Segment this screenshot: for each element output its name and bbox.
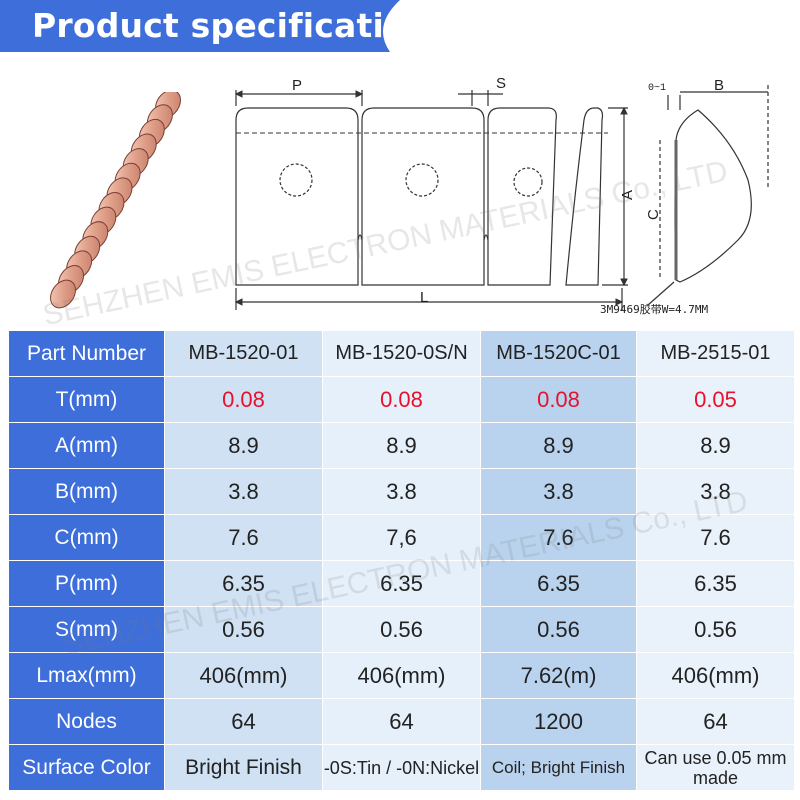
title-banner bbox=[0, 0, 400, 52]
table-row: Surface Color Bright Finish -0S:Tin / -0N:… bbox=[8, 744, 795, 791]
row-header: P(mm) bbox=[8, 560, 165, 607]
table-cell: 7,6 bbox=[322, 514, 481, 561]
table-cell: 0.05 bbox=[636, 376, 795, 423]
table-cell: MB-1520-0S/N bbox=[322, 330, 481, 377]
table-cell: 7.62(m) bbox=[480, 652, 637, 699]
table-cell: 64 bbox=[164, 698, 323, 745]
table-cell: Bright Finish bbox=[164, 744, 323, 791]
row-header: A(mm) bbox=[8, 422, 165, 469]
table-cell: 0.08 bbox=[322, 376, 481, 423]
table-row: Nodes 64 64 1200 64 bbox=[8, 698, 795, 745]
row-header: C(mm) bbox=[8, 514, 165, 561]
table-cell: 3.8 bbox=[322, 468, 481, 515]
dim-label-0-1: 0~1 bbox=[648, 83, 666, 94]
table-cell: 0.08 bbox=[164, 376, 323, 423]
table-cell: 0.56 bbox=[322, 606, 481, 653]
coil-segment bbox=[50, 279, 76, 309]
gasket-segment-4 bbox=[565, 107, 604, 286]
table-row: T(mm) 0.08 0.08 0.08 0.05 bbox=[8, 376, 795, 423]
table-cell: 1200 bbox=[480, 698, 637, 745]
table-row: Lmax(mm) 406(mm) 406(mm) 7.62(m) 406(mm) bbox=[8, 652, 795, 699]
table-cell: 8.9 bbox=[164, 422, 323, 469]
table-cell: 64 bbox=[322, 698, 481, 745]
table-cell: 0.56 bbox=[164, 606, 323, 653]
dim-label-l: L bbox=[420, 289, 428, 306]
row-header: Nodes bbox=[8, 698, 165, 745]
table-cell: 0.56 bbox=[636, 606, 795, 653]
table-row: P(mm) 6.35 6.35 6.35 6.35 bbox=[8, 560, 795, 607]
table-row: B(mm) 3.8 3.8 3.8 3.8 bbox=[8, 468, 795, 515]
table-cell: 406(mm) bbox=[322, 652, 481, 699]
row-header: Part Number bbox=[8, 330, 165, 377]
gasket-segment-2 bbox=[361, 107, 485, 286]
table-cell: 8.9 bbox=[636, 422, 795, 469]
table-cell: MB-2515-01 bbox=[636, 330, 795, 377]
page-title: Product specifications bbox=[32, 6, 451, 45]
table-cell: MB-1520-01 bbox=[164, 330, 323, 377]
technical-drawing: P S A L 0~1 B C 3M9469胶带W=4.7MM bbox=[234, 75, 769, 316]
dim-label-b: B bbox=[714, 77, 724, 94]
table-cell: MB-1520C-01 bbox=[480, 330, 637, 377]
table-row: C(mm) 7.6 7,6 7.6 7.6 bbox=[8, 514, 795, 561]
table-row: A(mm) 8.9 8.9 8.9 8.9 bbox=[8, 422, 795, 469]
product-image bbox=[50, 92, 181, 309]
gasket-profile bbox=[674, 109, 752, 283]
gasket-segment-3 bbox=[487, 107, 557, 286]
row-header: Lmax(mm) bbox=[8, 652, 165, 699]
dim-label-p: P bbox=[292, 77, 302, 94]
table-cell: 6.35 bbox=[164, 560, 323, 607]
dim-label-a: A bbox=[619, 190, 636, 200]
table-cell: 0.08 bbox=[480, 376, 637, 423]
row-header: T(mm) bbox=[8, 376, 165, 423]
dim-label-s: S bbox=[496, 75, 506, 92]
table-cell: -0S:Tin / -0N:Nickel bbox=[322, 744, 481, 791]
table-cell: 3.8 bbox=[480, 468, 637, 515]
table-cell: 6.35 bbox=[322, 560, 481, 607]
row-header: Surface Color bbox=[8, 744, 165, 791]
table-cell: 7.6 bbox=[480, 514, 637, 561]
dim-label-c: C bbox=[645, 209, 662, 220]
row-header: B(mm) bbox=[8, 468, 165, 515]
table-row: S(mm) 0.56 0.56 0.56 0.56 bbox=[8, 606, 795, 653]
table-cell: 8.9 bbox=[322, 422, 481, 469]
table-cell: Coil; Bright Finish bbox=[480, 744, 637, 791]
table-cell: 406(mm) bbox=[164, 652, 323, 699]
table-cell: 406(mm) bbox=[636, 652, 795, 699]
gasket-segment-1 bbox=[235, 107, 359, 286]
table-cell: 8.9 bbox=[480, 422, 637, 469]
spec-table: Part Number MB-1520-01 MB-1520-0S/N MB-1520… bbox=[8, 330, 795, 791]
table-row: Part Number MB-1520-01 MB-1520-0S/N MB-1520… bbox=[8, 330, 795, 377]
table-cell: 7.6 bbox=[636, 514, 795, 561]
table-cell: 3.8 bbox=[636, 468, 795, 515]
table-cell: 6.35 bbox=[480, 560, 637, 607]
table-cell: 3.8 bbox=[164, 468, 323, 515]
table-cell: Can use 0.05 mm made bbox=[636, 744, 795, 791]
table-cell: 6.35 bbox=[636, 560, 795, 607]
table-cell: 64 bbox=[636, 698, 795, 745]
tape-note: 3M9469胶带W=4.7MM bbox=[600, 302, 708, 316]
table-cell: 7.6 bbox=[164, 514, 323, 561]
row-header: S(mm) bbox=[8, 606, 165, 653]
table-cell: 0.56 bbox=[480, 606, 637, 653]
